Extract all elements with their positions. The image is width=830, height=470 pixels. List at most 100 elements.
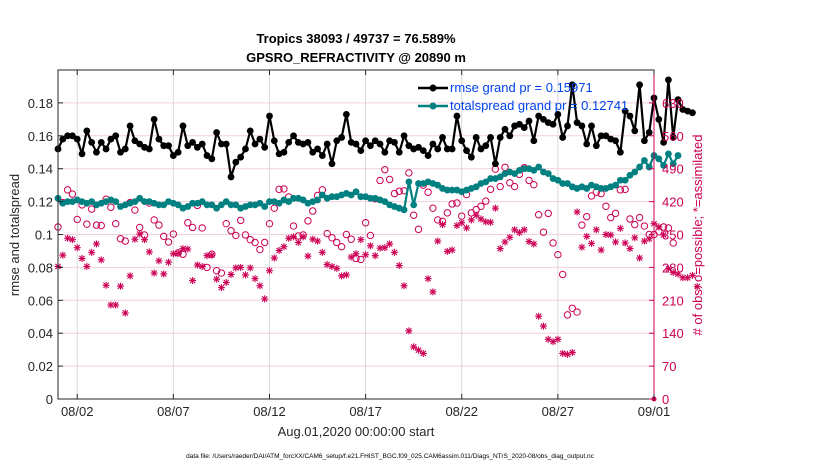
- totalspread-point: [674, 152, 682, 159]
- possible-point: [357, 255, 365, 264]
- y-tick-label: 0.06: [28, 293, 53, 308]
- possible-point: [621, 185, 629, 194]
- star-stroke: [607, 231, 614, 238]
- possible-point: [73, 215, 81, 224]
- totalspread-point: [616, 176, 624, 184]
- totalspread-point: [564, 180, 571, 187]
- x-tick-label: 08/12: [253, 404, 286, 419]
- star-stroke: [386, 240, 393, 247]
- totalspread-point: [535, 163, 543, 171]
- star-stroke: [309, 236, 316, 243]
- totalspread-point: [256, 199, 264, 207]
- rmse-point: [112, 132, 120, 140]
- possible-point: [92, 221, 101, 229]
- star-stroke: [64, 235, 71, 242]
- rmse-point: [174, 148, 182, 156]
- possible-point: [434, 216, 442, 224]
- totalspread-point: [285, 198, 293, 206]
- possible-point: [409, 211, 418, 219]
- rmse-point: [559, 134, 567, 141]
- rmse-point: [405, 142, 413, 150]
- rmse-point: [290, 132, 297, 140]
- star-stroke: [401, 282, 408, 289]
- assimilated-point: [583, 232, 591, 240]
- star-stroke: [482, 218, 489, 225]
- star-stroke: [237, 264, 244, 271]
- star-stroke: [228, 271, 235, 278]
- assimilated-point: [419, 349, 427, 357]
- assimilated-point: [429, 288, 437, 296]
- y2-tick-label: 630: [662, 96, 684, 111]
- rmse-point: [203, 152, 211, 159]
- star-stroke: [117, 283, 124, 290]
- totalspread-point: [415, 180, 422, 187]
- possible-point: [607, 213, 615, 222]
- assimilated-point: [290, 233, 298, 241]
- rmse-point: [535, 112, 543, 120]
- assimilated-point: [246, 264, 254, 272]
- star-stroke: [675, 270, 682, 277]
- rmse-point: [280, 148, 288, 156]
- rmse-point: [434, 145, 442, 153]
- star-stroke: [208, 252, 215, 259]
- rmse-point: [376, 140, 384, 148]
- totalspread-point: [631, 168, 639, 176]
- totalspread-point: [487, 175, 494, 182]
- star-stroke: [175, 250, 182, 257]
- totalspread-point: [660, 162, 668, 169]
- totalspread-point: [213, 204, 221, 212]
- star-stroke: [276, 247, 283, 254]
- legend-totalspread-label: totalspread grand pr = 0.12741: [450, 98, 628, 113]
- totalspread-point: [626, 171, 634, 179]
- rmse-point: [660, 138, 668, 146]
- rmse-point: [270, 137, 278, 145]
- possible-point: [83, 220, 91, 228]
- assimilated-point: [588, 239, 596, 247]
- possible-point: [111, 219, 120, 228]
- star-stroke: [83, 263, 90, 270]
- rmse-point: [636, 81, 643, 89]
- totalspread-point: [597, 185, 605, 192]
- star-stroke: [112, 302, 119, 308]
- assimilated-point: [636, 254, 644, 262]
- star-stroke: [434, 238, 441, 245]
- rmse-point: [73, 135, 81, 143]
- assimilated-point: [472, 211, 480, 219]
- possible-point: [568, 304, 576, 312]
- rmse-point: [381, 148, 389, 156]
- assimilated-point: [64, 234, 72, 242]
- assimilated-point: [381, 244, 389, 252]
- totalspread-point: [472, 183, 480, 191]
- rmse-point: [314, 145, 321, 153]
- possible-point: [640, 222, 649, 230]
- star-stroke: [242, 271, 249, 278]
- assimilated-point: [607, 231, 615, 239]
- star-stroke: [314, 238, 321, 245]
- assimilated-point: [535, 312, 543, 320]
- totalspread-point: [352, 188, 360, 196]
- y2-tick-label: 140: [662, 326, 684, 341]
- possible-point: [265, 219, 274, 228]
- y-tick-label: 0.1: [35, 228, 53, 243]
- x-tick-label: 09/01: [638, 404, 671, 419]
- assimilated-point: [660, 231, 668, 239]
- assimilated-point: [88, 248, 96, 256]
- legend-rmse-marker: [429, 84, 437, 92]
- totalspread-point: [275, 199, 283, 207]
- star-stroke: [199, 263, 206, 270]
- rmse-point: [261, 143, 269, 151]
- assimilated-point: [506, 233, 514, 241]
- possible-point: [414, 225, 423, 234]
- totalspread-point: [131, 198, 139, 206]
- y-tick-label: 0.18: [28, 96, 53, 111]
- possible-point: [361, 219, 370, 227]
- assimilated-point: [189, 277, 197, 285]
- possible-point: [164, 238, 173, 246]
- star-stroke: [338, 272, 345, 279]
- star-stroke: [256, 282, 263, 289]
- y2-tick-label: 490: [662, 162, 684, 177]
- assimilated-point: [496, 245, 504, 253]
- assimilated-point: [568, 348, 576, 356]
- y-tick-label: 0.04: [28, 326, 53, 341]
